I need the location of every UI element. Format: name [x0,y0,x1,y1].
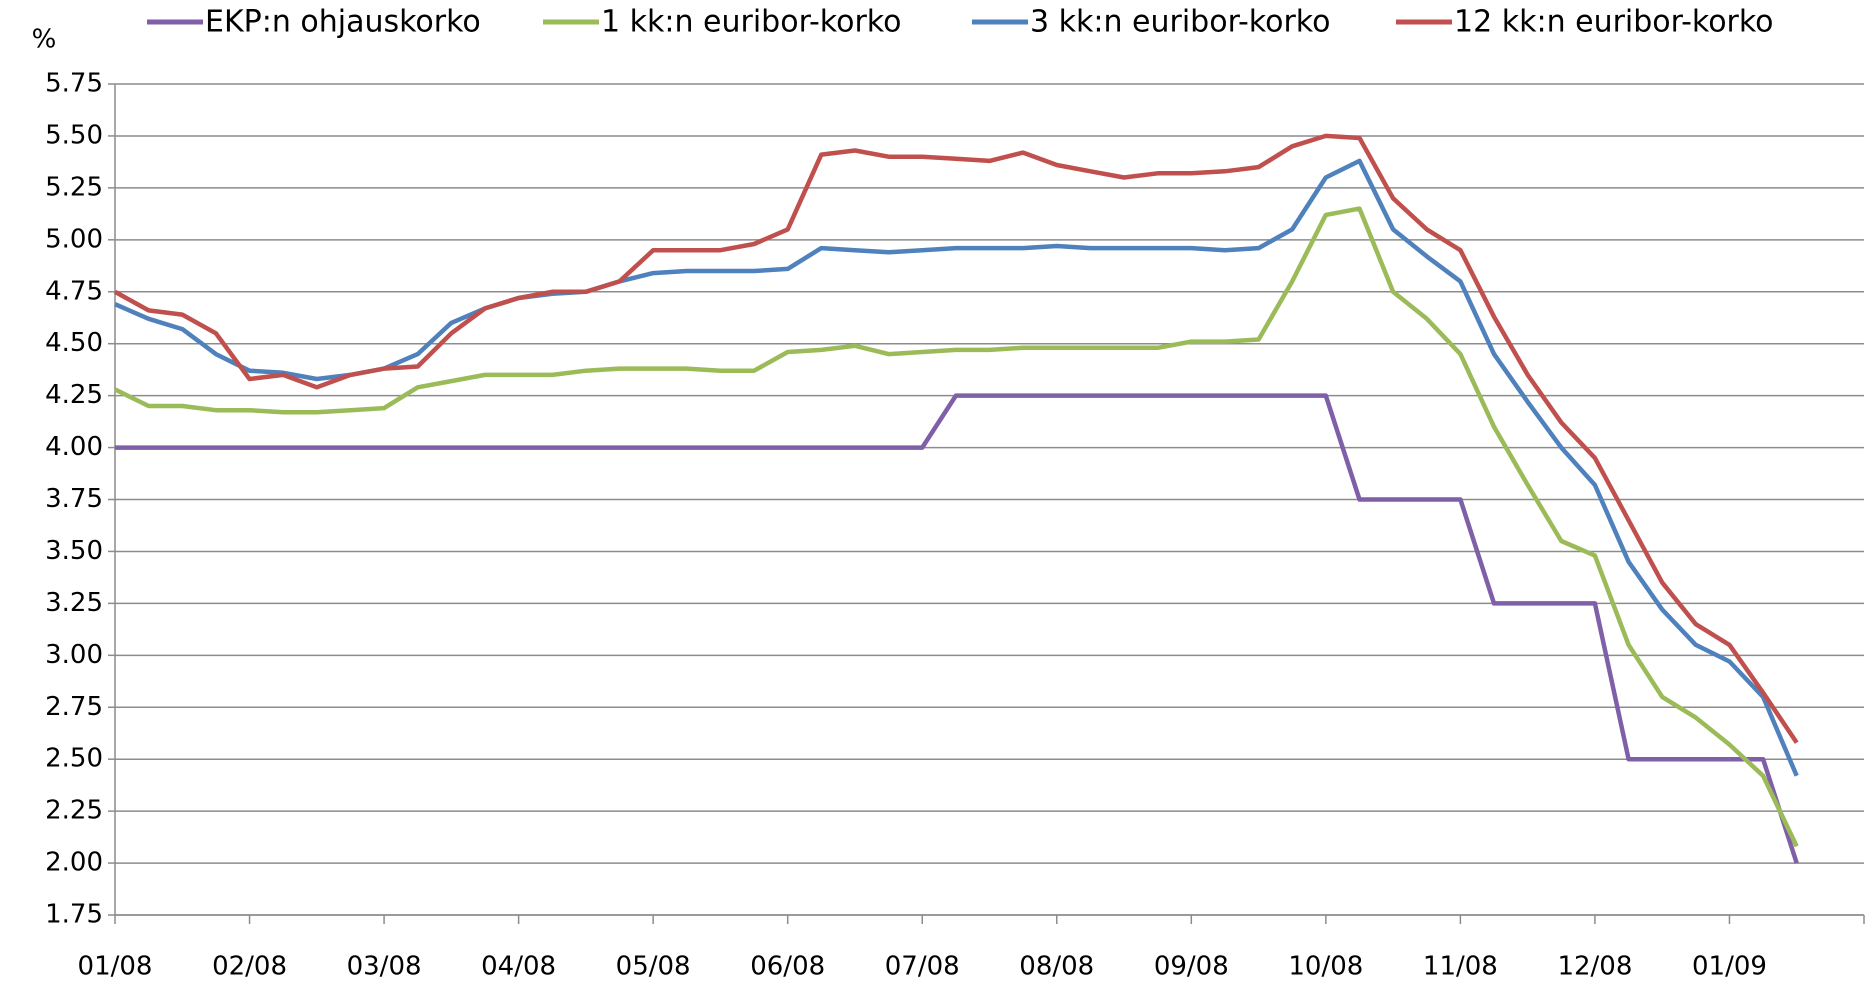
x-tick-label: 07/08 [885,952,960,982]
y-tick-label: 4.25 [45,380,103,410]
series-line [114,158,1799,777]
y-tick-label: 4.00 [45,432,103,462]
x-tick-label: 03/08 [347,952,422,982]
y-tick-label: 3.50 [45,536,103,566]
y-tick-label: 2.50 [45,744,103,774]
y-tick-label: 2.00 [45,848,103,878]
y-tick-label: 5.00 [45,224,103,254]
series-line [113,133,1799,744]
x-tick-label: 04/08 [481,952,556,982]
legend-label: EKP:n ohjauskorko [205,5,481,40]
legend-label: 12 kk:n euribor-korko [1454,5,1774,40]
x-tick-label: 11/08 [1423,952,1498,982]
x-tick-label: 06/08 [750,952,825,982]
y-tick-label: 1.75 [45,900,103,930]
y-tick-label: 4.75 [45,276,103,306]
y-tick-label: 5.25 [45,172,103,202]
y-tick-label: 4.50 [45,328,103,358]
legend-label: 1 kk:n euribor-korko [601,5,901,40]
y-tick-label: 3.25 [45,588,103,618]
x-tick-label: 02/08 [212,952,287,982]
x-tick-label: 09/08 [1154,952,1229,982]
y-tick-label: 5.50 [45,120,103,150]
x-tick-label: 08/08 [1019,952,1094,982]
y-tick-label: 3.75 [45,484,103,514]
series-line [114,206,1799,848]
y-axis-label: % [32,25,57,55]
x-tick-label: 10/08 [1288,952,1363,982]
x-tick-label: 01/08 [78,952,153,982]
x-tick-label: 12/08 [1557,952,1632,982]
x-tick-label: 05/08 [616,952,691,982]
y-tick-label: 3.00 [45,640,103,670]
series-line [115,393,1799,864]
x-tick-label: 01/09 [1692,952,1767,982]
y-tick-label: 2.75 [45,692,103,722]
legend-label: 3 kk:n euribor-korko [1030,5,1330,40]
y-tick-label: 5.75 [45,69,103,99]
y-tick-label: 2.25 [45,796,103,826]
